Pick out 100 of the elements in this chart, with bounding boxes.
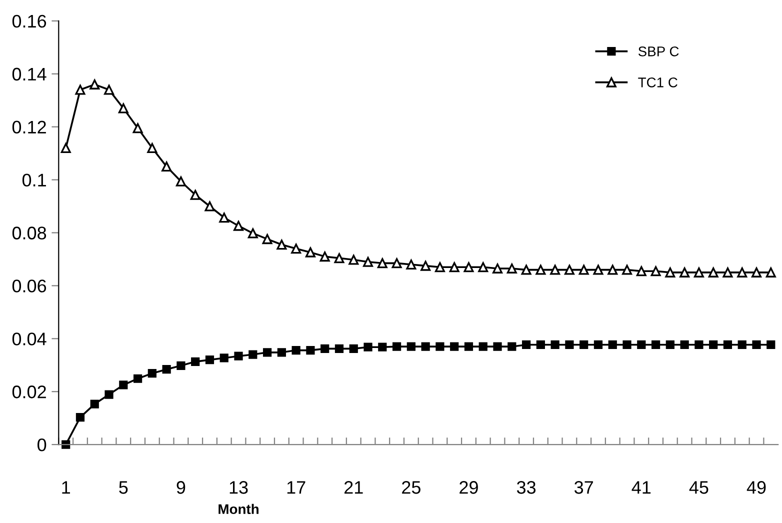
point: [493, 342, 502, 351]
y-tick-label: 0.06: [12, 280, 46, 292]
point: [119, 380, 128, 390]
point: [578, 264, 589, 275]
point: [651, 340, 660, 350]
point: [565, 340, 574, 350]
x-tick-label: 49: [746, 481, 766, 494]
point: [738, 340, 746, 350]
point: [694, 267, 704, 278]
point: [60, 143, 71, 154]
point: [191, 357, 200, 366]
point: [262, 348, 272, 357]
point: [220, 354, 228, 362]
point: [506, 263, 517, 274]
point: [132, 123, 143, 134]
point: [666, 340, 674, 350]
point: [75, 84, 86, 95]
point: [608, 340, 617, 350]
point: [364, 342, 372, 352]
x-tick-label: 37: [574, 481, 593, 494]
point: [564, 264, 574, 275]
point: [723, 340, 732, 350]
x-tick-label: 9: [176, 481, 186, 494]
point: [622, 340, 632, 350]
point: [392, 258, 402, 268]
point: [766, 340, 776, 350]
x-tick-label: 29: [460, 481, 478, 494]
point: [377, 258, 388, 268]
y-tick-label: 0.1: [22, 174, 46, 186]
x-axis-title: Month: [218, 504, 258, 514]
point: [219, 212, 230, 223]
point: [406, 342, 416, 351]
point: [406, 260, 416, 270]
point: [147, 143, 158, 154]
point: [522, 340, 531, 350]
point: [348, 254, 359, 265]
point: [277, 348, 286, 357]
point: [636, 266, 646, 276]
point: [478, 342, 488, 351]
x-tick-label: 45: [689, 481, 708, 494]
point: [234, 220, 244, 231]
point: [752, 267, 762, 278]
x-tick-label: 1: [62, 481, 70, 494]
point: [104, 84, 114, 95]
point: [550, 340, 560, 350]
point: [752, 340, 761, 350]
point: [205, 356, 214, 364]
point: [436, 342, 444, 351]
point: [593, 264, 604, 275]
point: [118, 103, 128, 114]
point: [90, 400, 99, 408]
point: [148, 369, 156, 378]
point: [276, 240, 287, 250]
point: [766, 267, 776, 278]
point: [737, 267, 748, 278]
point: [378, 342, 387, 352]
point: [320, 344, 330, 354]
point: [709, 340, 718, 350]
point: [420, 260, 431, 271]
point: [665, 267, 676, 278]
point: [204, 201, 215, 212]
point: [434, 262, 445, 272]
point: [464, 262, 474, 272]
point: [305, 247, 316, 258]
point: [450, 342, 459, 351]
y-tick-label: 0.02: [12, 386, 46, 398]
point: [76, 412, 85, 422]
point: [90, 79, 100, 90]
point: [722, 267, 733, 278]
point: [536, 340, 545, 350]
point: [62, 440, 70, 449]
legend-label: SBP C: [638, 46, 679, 56]
point: [133, 374, 142, 383]
point: [680, 340, 689, 350]
point: [449, 262, 460, 272]
point: [508, 342, 516, 351]
x-tick-label: 33: [516, 481, 536, 494]
point: [650, 266, 661, 276]
point: [349, 344, 358, 354]
y-tick-label: 0.14: [12, 68, 46, 81]
x-tick-label: 5: [119, 481, 128, 494]
point: [536, 264, 546, 275]
point: [392, 342, 402, 351]
point: [320, 252, 330, 262]
point: [608, 264, 618, 275]
point: [176, 176, 186, 186]
point: [104, 390, 114, 399]
y-tick-label: 0.08: [12, 226, 46, 240]
y-tick-label: 0: [38, 438, 46, 452]
x-tick-label: 17: [287, 481, 306, 494]
point: [334, 344, 344, 354]
point: [262, 234, 272, 244]
y-tick-label: 0.12: [12, 120, 46, 134]
point: [291, 244, 302, 254]
point: [162, 162, 172, 172]
point: [334, 253, 344, 264]
point: [550, 264, 560, 275]
point: [248, 228, 258, 238]
point: [464, 342, 474, 351]
point: [421, 342, 430, 351]
